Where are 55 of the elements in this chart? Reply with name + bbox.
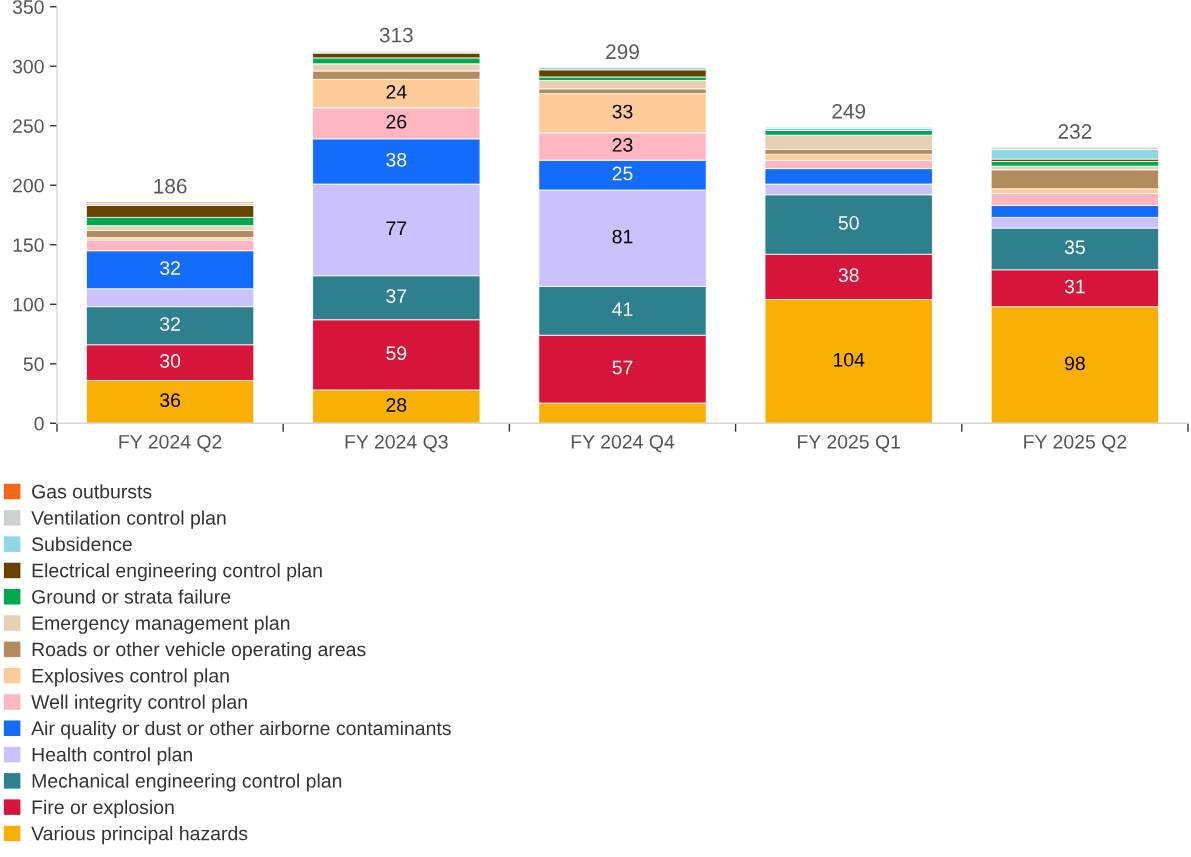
x-tick-label: FY 2024 Q2 bbox=[119, 434, 222, 453]
y-tick-label: 300 bbox=[12, 59, 44, 74]
legend-label: Ground or strata failure bbox=[32, 589, 231, 604]
data-label: 57 bbox=[612, 360, 633, 375]
data-label: 37 bbox=[386, 289, 407, 303]
total-label: 299 bbox=[606, 44, 639, 60]
data-label: 35 bbox=[1064, 240, 1085, 255]
legend-label: Gas outbursts bbox=[32, 484, 152, 499]
y-tick-label: 100 bbox=[13, 297, 44, 312]
data-label: 33 bbox=[612, 104, 633, 119]
data-label: 104 bbox=[833, 352, 865, 367]
legend-label: Mechanical engineering control plan bbox=[32, 773, 342, 792]
y-tick-label: 50 bbox=[23, 357, 44, 372]
legend-label: Well integrity control plan bbox=[31, 694, 247, 713]
legend-label: Electrical engineering control plan bbox=[32, 563, 322, 582]
data-label: 25 bbox=[612, 166, 633, 181]
legend-label: Health control plan bbox=[32, 747, 192, 766]
data-label: 41 bbox=[612, 302, 633, 316]
data-label: 32 bbox=[160, 261, 180, 275]
data-label: 81 bbox=[612, 229, 633, 244]
legend-label: Fire or explosion bbox=[32, 799, 174, 818]
data-label: 31 bbox=[1064, 279, 1085, 294]
x-tick-label: FY 2025 Q2 bbox=[1024, 434, 1127, 453]
legend-label: Air quality or dust or other airborne contaminants bbox=[31, 720, 451, 740]
legend-label: Roads or other vehicle operating areas bbox=[32, 642, 366, 661]
data-label: 23 bbox=[612, 138, 633, 152]
legend-label: Various principal hazards bbox=[31, 826, 248, 845]
data-label: 26 bbox=[386, 114, 407, 129]
data-label: 28 bbox=[386, 398, 407, 412]
data-label: 32 bbox=[160, 317, 180, 331]
total-label: 186 bbox=[154, 178, 187, 194]
legend-label: Subsidence bbox=[32, 536, 132, 552]
y-tick-label: 0 bbox=[34, 416, 44, 431]
legend-label: Ventilation control plan bbox=[31, 510, 226, 529]
data-label: 59 bbox=[386, 346, 407, 361]
data-label: 98 bbox=[1065, 356, 1085, 371]
data-label: 30 bbox=[160, 354, 181, 368]
total-label: 232 bbox=[1058, 124, 1092, 139]
y-tick-label: 350 bbox=[12, 0, 44, 14]
data-label: 77 bbox=[386, 221, 407, 235]
data-label: 24 bbox=[386, 85, 407, 99]
data-label: 50 bbox=[838, 215, 859, 230]
data-label: 36 bbox=[160, 393, 181, 408]
x-tick-label: FY 2024 Q4 bbox=[571, 434, 675, 453]
y-tick-label: 250 bbox=[13, 119, 44, 133]
y-tick-label: 200 bbox=[13, 178, 44, 193]
y-tick-label: 150 bbox=[13, 238, 44, 252]
x-tick-label: FY 2024 Q3 bbox=[345, 434, 448, 453]
legend-label: Emergency management plan bbox=[32, 615, 290, 634]
total-label: 249 bbox=[832, 103, 866, 119]
x-tick-label: FY 2025 Q1 bbox=[798, 434, 901, 453]
data-label: 38 bbox=[386, 152, 407, 167]
legend-label: Explosives control plan bbox=[32, 668, 229, 687]
data-label: 38 bbox=[838, 268, 859, 283]
total-label: 313 bbox=[379, 27, 413, 43]
